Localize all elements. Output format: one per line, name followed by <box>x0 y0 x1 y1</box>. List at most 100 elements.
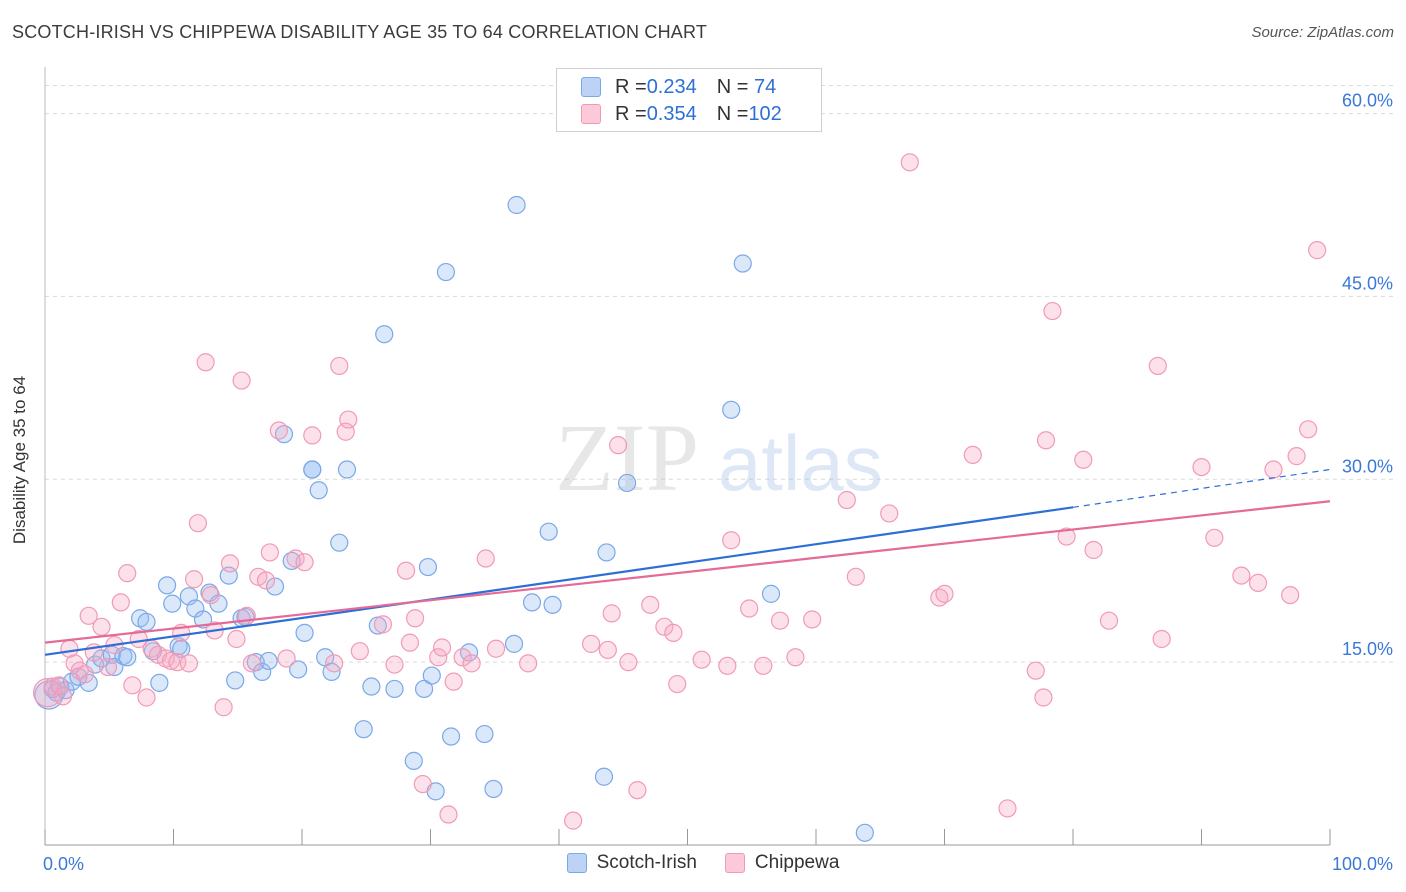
chippewa-point <box>129 629 148 649</box>
scotch-irish-point <box>475 724 494 744</box>
scotch-irish-point <box>265 577 285 596</box>
scotch-irish-point <box>226 671 245 690</box>
axes-layer <box>44 67 1331 846</box>
chippewa-point <box>1152 629 1171 649</box>
y-tick-label: 45.0% <box>1342 273 1393 293</box>
chippewa-point <box>92 617 111 636</box>
series-legend: Scotch-Irish Chippewa <box>0 852 1406 874</box>
scotch-irish-point <box>375 325 394 344</box>
chippewa-point <box>179 654 199 673</box>
chippewa-point <box>846 567 865 586</box>
chippewa-point <box>519 654 538 673</box>
n-label: N = <box>716 102 749 125</box>
chippewa-point <box>803 610 822 629</box>
legend-item-scotch-irish[interactable]: Scotch-Irish <box>566 852 697 874</box>
chippewa-point <box>1099 611 1119 630</box>
chippewa-point <box>75 665 94 684</box>
chippewa-point <box>1205 528 1224 547</box>
swatch-chippewa <box>581 104 601 124</box>
scotch-irish-point <box>597 543 616 562</box>
chippewa-point <box>260 543 279 562</box>
scotch-irish-point <box>733 254 752 273</box>
chippewa-point <box>196 353 215 372</box>
chippewa-point <box>1308 241 1327 260</box>
scotch-irish-point <box>507 195 526 215</box>
trendlines-layer <box>44 468 1331 656</box>
chippewa-point <box>998 799 1017 818</box>
stats-legend: R = 0.234 N = 74 R = 0.354 N = 102 <box>556 68 822 132</box>
chippewa-point <box>582 634 601 653</box>
scotch-irish-point <box>137 612 156 632</box>
legend-swatch-scotch-irish <box>566 853 587 873</box>
chippewa-point <box>718 656 737 675</box>
chippewa-point <box>1036 431 1056 450</box>
chippewa-point <box>432 638 452 657</box>
chippewa-point <box>373 615 393 634</box>
chippewa-point <box>227 629 246 649</box>
chippewa-point <box>232 371 251 390</box>
chippewa-point <box>168 653 187 672</box>
chippewa-point <box>598 640 617 660</box>
points-layer <box>32 153 1327 842</box>
scotch-irish-point <box>157 576 177 595</box>
r-value: 0.234 <box>646 75 697 98</box>
n-value: 74 <box>748 75 777 98</box>
chippewa-point <box>330 356 349 376</box>
scotch-irish-point <box>414 679 434 699</box>
x-tick-label: 100.0% <box>1332 854 1393 874</box>
r-value: 0.354 <box>646 102 697 125</box>
chippewa-point <box>400 633 420 652</box>
watermark-atlas: atlas <box>718 419 883 507</box>
chippewa-point <box>692 650 711 669</box>
chippewa-point <box>277 649 296 668</box>
n-label: N = <box>716 75 749 98</box>
scotch-irish-point <box>436 262 456 282</box>
chippewa-point <box>664 623 683 642</box>
legend-label-scotch-irish: Scotch-Irish <box>596 852 697 873</box>
scotch-irish-point <box>418 557 438 577</box>
scotch-irish-point <box>163 594 182 613</box>
swatch-scotch-irish <box>581 77 601 97</box>
chippewa-point <box>79 606 98 625</box>
scotch-irish-point <box>337 460 357 479</box>
scotch-irish-point <box>289 660 308 679</box>
chippewa-point <box>220 554 240 573</box>
chippewa-point <box>609 436 628 455</box>
scotch-irish-point <box>855 823 874 842</box>
scotch-irish-point <box>618 473 637 493</box>
chippewa-point <box>303 426 322 445</box>
scotch-irish-point <box>385 679 404 699</box>
chippewa-point <box>439 805 458 824</box>
scotch-irish-point <box>761 584 781 603</box>
chippewa-point <box>655 617 674 636</box>
chippewa-point <box>396 561 416 580</box>
legend-swatch-chippewa <box>724 853 745 873</box>
chippewa-point <box>256 571 276 590</box>
scotch-irish-point <box>404 751 423 770</box>
scotch-irish-point <box>330 533 349 552</box>
chippewa-point <box>1148 356 1167 376</box>
scotch-irish-point <box>362 677 381 696</box>
r-label: R = <box>615 75 647 98</box>
chippewa-point <box>1287 447 1306 466</box>
stats-legend-row-chippewa: R = 0.354 N = 102 <box>581 103 782 125</box>
legend-item-chippewa[interactable]: Chippewa <box>724 852 839 874</box>
n-value: 102 <box>748 102 782 125</box>
chippewa-point <box>1264 460 1283 479</box>
scotch-irish-point <box>172 639 191 658</box>
scotch-irish-point <box>594 767 614 786</box>
chippewa-point <box>1248 573 1268 593</box>
chippewa-point <box>476 549 495 568</box>
chippewa-point <box>385 655 404 674</box>
scotch-irish-point <box>309 481 328 500</box>
chart-title: SCOTCH-IRISH VS CHIPPEWA DISABILITY AGE … <box>12 22 708 42</box>
chippewa-point <box>1074 450 1093 469</box>
stats-legend-row-scotch-irish: R = 0.234 N = 74 <box>581 76 776 98</box>
chippewa-point <box>269 421 288 440</box>
chippewa-point <box>754 656 773 675</box>
chippewa-point <box>413 774 432 794</box>
chippewa-point <box>722 531 741 550</box>
chippewa-point <box>137 688 156 707</box>
scotch-irish-point <box>522 593 542 612</box>
scotch-irish-trendline <box>44 506 1074 656</box>
